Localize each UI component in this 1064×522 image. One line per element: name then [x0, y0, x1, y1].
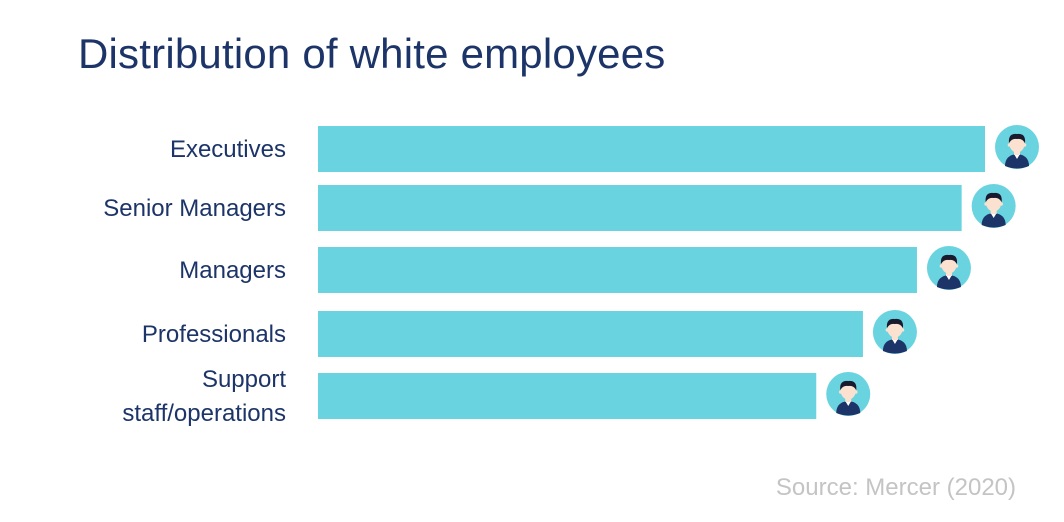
bar-senior-managers: [318, 185, 962, 231]
category-label: Professionals: [142, 321, 286, 348]
bar-support-staff-operations: [318, 373, 817, 419]
person-avatar-icon: [872, 310, 917, 354]
person-avatar-icon: [826, 372, 871, 416]
category-label: Executives: [170, 136, 286, 163]
bar-executives: [318, 126, 985, 172]
person-avatar-icon: [926, 246, 971, 290]
category-label: Support staff/operations: [122, 366, 286, 427]
category-label: Managers: [179, 257, 286, 284]
bar-professionals: [318, 311, 863, 357]
person-avatar-icon: [995, 125, 1039, 169]
bar-managers: [318, 247, 917, 293]
chart-title: Distribution of white employees: [78, 30, 666, 77]
source-note: Source: Mercer (2020): [775, 474, 1016, 501]
category-label: Senior Managers: [103, 195, 286, 222]
person-avatar-icon: [971, 184, 1016, 228]
